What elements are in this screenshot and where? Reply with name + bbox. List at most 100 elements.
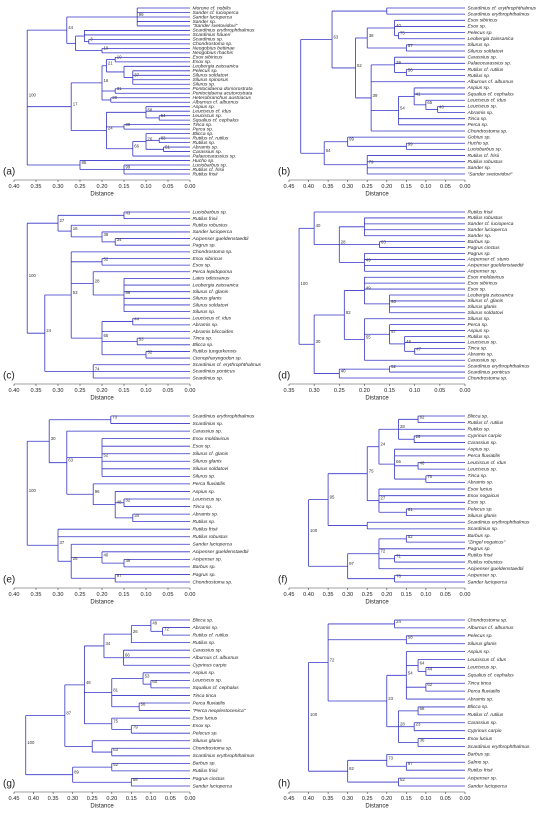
leaf-label: Sander cf. lucioperca <box>193 10 239 16</box>
leaf-label: Aspius sp. <box>192 670 216 676</box>
x-tick-label: 0.15 <box>119 388 130 394</box>
x-tick-label: 0.35 <box>323 184 334 190</box>
leaf-label: Silurus soldatovi <box>468 310 505 316</box>
x-tick-label: 0.00 <box>460 796 471 802</box>
x-tick-label: 0.25 <box>362 184 373 190</box>
support-value: 58 <box>133 777 138 782</box>
axis-label: Distance <box>365 396 389 402</box>
panel-label: (h) <box>278 779 290 790</box>
support-value: 58 <box>408 635 413 640</box>
leaf-label: Perca sp. <box>193 126 214 132</box>
leaf-label: Esox moldavicus <box>468 275 505 281</box>
leaf-label: Gobius sp. <box>468 134 491 140</box>
support-value: 72 <box>330 657 335 662</box>
leaf-label: Esox sp. <box>193 443 212 449</box>
leaf-label: Leobergia zaissanica <box>468 292 514 298</box>
leaf-label: Rutilus robustus <box>193 534 229 540</box>
support-value: 48 <box>406 339 411 344</box>
x-tick-label: 0.30 <box>342 796 353 802</box>
leaf-label: Rutilus sp. <box>193 519 216 525</box>
leaf-label: Silurus soldatovi <box>468 48 505 54</box>
leaf-label: Pelecus sp. <box>468 633 493 639</box>
support-value: 73 <box>112 415 117 420</box>
support-value: 89 <box>74 770 79 775</box>
support-value: 63 <box>381 240 386 245</box>
x-tick-label: 0.20 <box>381 184 392 190</box>
support-value: 27 <box>380 496 385 501</box>
support-value: 54 <box>326 148 331 153</box>
leaf-label: Blicca sp. <box>468 413 489 419</box>
x-tick-label: 0.30 <box>53 388 64 394</box>
support-value: 20 <box>112 95 117 100</box>
leaf-label: Esox sp. <box>468 286 487 292</box>
leaf-label: "Sander svetovidovi" <box>193 23 238 29</box>
support-value: 66 <box>396 459 401 464</box>
leaf-label: Hucho sp. <box>468 141 490 147</box>
leaf-label: Cyprinus carpio <box>468 728 502 734</box>
leaf-label: Silurus glanis <box>193 459 223 465</box>
x-tick-label: 0.05 <box>165 796 176 802</box>
support-value: 49 <box>366 257 371 262</box>
leaf-label: Barbus sp. <box>193 564 216 570</box>
leaf-label: Rutilus frisii <box>193 526 219 532</box>
leaf-label: Acipenser gueldenstaedtii <box>467 566 525 572</box>
leaf-label: Silurus sp. <box>193 474 216 480</box>
leaf-label: Rutilus robustus <box>468 215 504 221</box>
leaf-label: Abramis sp. <box>467 696 494 702</box>
support-value: 100 <box>310 712 318 717</box>
leaf-label: Perca sp. <box>468 322 489 328</box>
x-tick-label: 0.00 <box>460 592 471 598</box>
x-tick-label: 0.10 <box>420 184 431 190</box>
leaf-label: Rutilus frisii <box>193 768 219 774</box>
leaf-label: Scardinius ponticus <box>468 369 511 375</box>
support-value: 99 <box>349 137 354 142</box>
support-value: 10 <box>117 55 122 60</box>
panel-label: (f) <box>278 575 287 586</box>
leaf-label: Carassius sp. <box>468 440 498 446</box>
support-value: 26 <box>416 434 421 439</box>
x-tick-label: 0.35 <box>284 388 295 394</box>
x-tick-label: 0.05 <box>440 184 451 190</box>
x-tick-label: 0.35 <box>323 592 334 598</box>
support-value: 54 <box>408 670 413 675</box>
leaf-label: Luciobarbus sp. <box>193 209 228 215</box>
support-value: 81 <box>113 688 118 693</box>
leaf-label: Pontocidaena dorsorostrata <box>193 86 253 92</box>
support-value: 72 <box>164 626 169 631</box>
leaf-label: Rutilus robustus <box>193 223 229 229</box>
leaf-label: Scardinius erythrophthalmus <box>468 363 531 369</box>
x-tick-label: 0.25 <box>75 388 86 394</box>
support-value: 53 <box>139 336 144 341</box>
leaf-label: Pagrus sp. <box>468 546 491 552</box>
support-value: 79 <box>369 160 374 165</box>
x-tick-label: 0.25 <box>362 796 373 802</box>
leaf-label: Leuciscus sp. <box>193 113 223 119</box>
leaf-label: Sander lucioperca <box>468 579 508 585</box>
support-value: 24 <box>108 125 113 130</box>
x-tick-label: 0.30 <box>342 592 353 598</box>
support-value: 30 <box>51 436 56 441</box>
support-value: 72 <box>380 549 385 554</box>
support-value: 83 <box>161 135 166 140</box>
support-value: 100 <box>29 273 37 278</box>
support-value: 40 <box>104 552 109 557</box>
leaf-label: Palaeocarassius sp. <box>468 61 512 67</box>
leaf-label: Tinca tinca <box>468 681 492 687</box>
leaf-label: Esox sibiricus <box>193 256 223 262</box>
leaf-label: Silurus soldatovi <box>193 466 230 472</box>
leaf-label: Salmo sp. <box>468 760 490 766</box>
x-tick-label: 0.20 <box>381 796 392 802</box>
leaf-label: Abramis sp. <box>192 625 219 631</box>
x-tick-label: 0.15 <box>401 592 412 598</box>
support-value: 44 <box>68 25 73 30</box>
support-value: 10 <box>104 46 109 51</box>
leaf-label: Rutilus frisii <box>193 171 219 177</box>
support-value: 75 <box>369 469 374 474</box>
leaf-label: Carassius sp. <box>468 358 498 364</box>
leaf-label: Abramis sp. <box>192 322 219 328</box>
leaf-label: Rutilus frisii <box>193 216 219 222</box>
leaf-label: Perca fluviatilis <box>468 688 501 694</box>
leaf-label: Sander lucioperca <box>193 542 233 548</box>
panel-label: (d) <box>278 371 290 382</box>
leaf-label: Alburnus cf. alburnus <box>467 625 514 631</box>
